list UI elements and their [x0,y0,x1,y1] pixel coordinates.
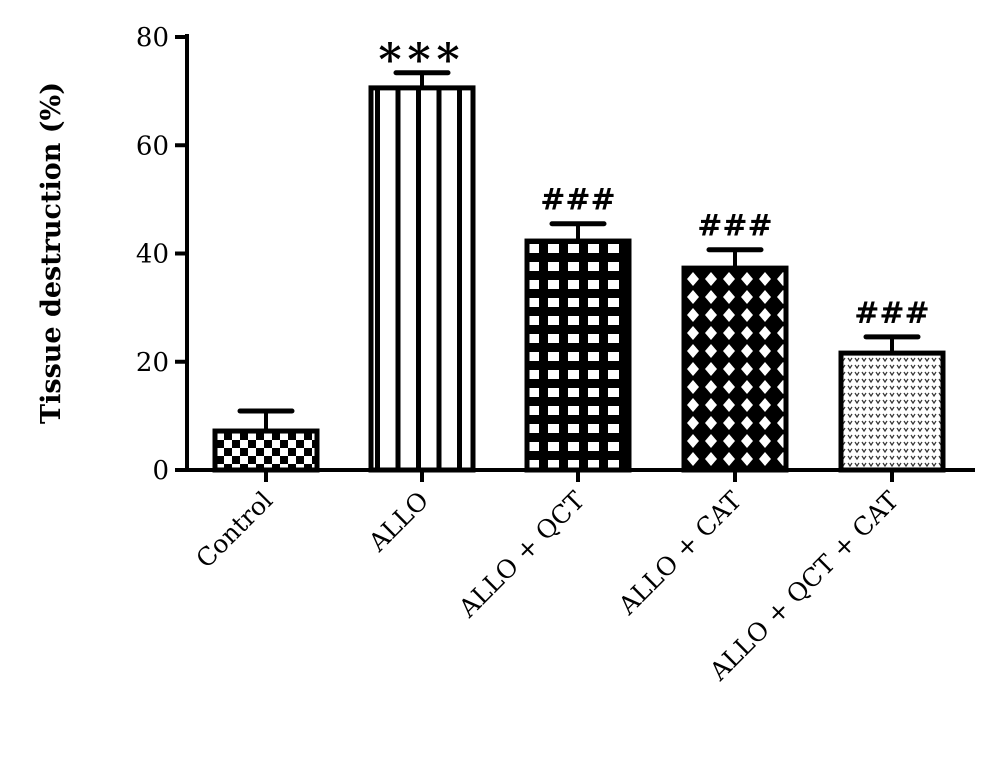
significance-annotation: *** [378,35,465,86]
y-axis-label: Tissue destruction (%) [36,82,67,424]
bar [212,428,320,473]
x-tick-label: ALLO [362,486,434,558]
x-tick-label: ALLO + CAT [612,486,747,621]
x-tick-label: ALLO + QCT [452,486,590,624]
significance-annotation: ### [697,209,772,244]
significance-annotation: ### [540,183,615,218]
bar [368,85,476,473]
bar [681,265,789,473]
y-tick-label: 20 [136,348,169,378]
y-tick-label: 0 [152,456,169,486]
x-tick-label: Control [190,486,278,574]
significance-annotation: ### [854,296,929,331]
bar [524,238,632,473]
bar [838,350,946,473]
y-tick-label: 60 [136,131,169,161]
y-tick-label: 80 [136,23,169,53]
y-tick-label: 40 [136,240,169,270]
